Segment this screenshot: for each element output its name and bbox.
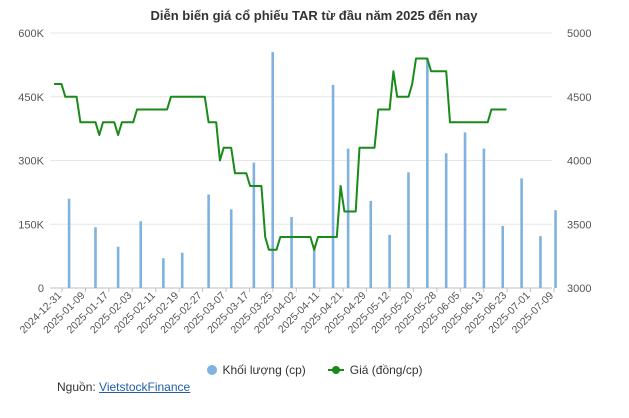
y-left-tick-label: 600K xyxy=(18,28,44,40)
volume-bar[interactable] xyxy=(312,245,316,289)
source-label: Nguồn: xyxy=(57,380,96,394)
legend-item-price[interactable]: Giá (đồng/cp) xyxy=(327,361,423,379)
legend: Khối lượng (cp) Giá (đồng/cp) xyxy=(0,361,629,379)
legend-price-marker xyxy=(327,366,344,374)
volume-bar[interactable] xyxy=(271,52,275,288)
volume-bar[interactable] xyxy=(207,194,210,289)
volume-bar[interactable] xyxy=(520,178,523,288)
legend-price-label: Giá (đồng/cp) xyxy=(349,363,423,377)
volume-bars xyxy=(67,52,557,289)
y-right-tick-label: 4500 xyxy=(567,92,591,104)
y-left-tick-label: 150K xyxy=(18,219,44,231)
price-line-group xyxy=(54,57,507,251)
x-axis-ticks: 2024-12-312025-01-092025-01-172025-02-03… xyxy=(18,288,556,336)
volume-bar[interactable] xyxy=(539,236,542,288)
volume-bar[interactable] xyxy=(180,252,184,288)
chart-title: Diễn biến giá cổ phiếu TAR từ đầu năm 20… xyxy=(150,8,478,23)
volume-bar[interactable] xyxy=(426,58,429,289)
left-axis-ticks: 0 150K 300K 450K 600K xyxy=(18,28,44,295)
volume-bar[interactable] xyxy=(67,198,71,288)
volume-bar[interactable] xyxy=(346,148,350,288)
volume-bar[interactable] xyxy=(162,258,165,288)
volume-bar[interactable] xyxy=(388,234,391,288)
volume-bar[interactable] xyxy=(407,172,410,288)
legend-volume-marker xyxy=(206,365,217,375)
volume-bar[interactable] xyxy=(331,84,335,288)
y-right-tick-label: 4000 xyxy=(567,156,591,168)
y-right-tick-label: 5000 xyxy=(567,28,591,40)
y-left-tick-label: 450K xyxy=(18,92,44,104)
volume-bar[interactable] xyxy=(482,148,486,288)
volume-bar[interactable] xyxy=(444,153,448,288)
legend-volume-label: Khối lượng (cp) xyxy=(222,363,306,377)
gridlines xyxy=(50,32,552,289)
volume-bar[interactable] xyxy=(290,217,293,288)
y-left-tick-label: 0 xyxy=(38,283,44,295)
volume-bar[interactable] xyxy=(463,132,467,288)
volume-bar[interactable] xyxy=(229,209,233,288)
right-axis-ticks: 3000 3500 4000 4500 5000 xyxy=(567,28,591,295)
source-note: Nguồn: VietstockFinance xyxy=(57,380,190,394)
price-line[interactable] xyxy=(54,57,507,251)
volume-bar[interactable] xyxy=(554,210,557,288)
volume-bar[interactable] xyxy=(139,221,143,288)
source-link[interactable]: VietstockFinance xyxy=(99,380,191,394)
y-left-tick-label: 300K xyxy=(18,156,44,168)
y-right-tick-label: 3000 xyxy=(567,283,591,295)
volume-bar[interactable] xyxy=(369,200,373,288)
volume-bar[interactable] xyxy=(501,225,505,288)
volume-bar[interactable] xyxy=(94,227,97,288)
volume-bar[interactable] xyxy=(116,246,120,288)
legend-item-volume[interactable]: Khối lượng (cp) xyxy=(206,361,306,379)
volume-bar[interactable] xyxy=(252,162,256,288)
y-right-tick-label: 3500 xyxy=(567,219,591,231)
